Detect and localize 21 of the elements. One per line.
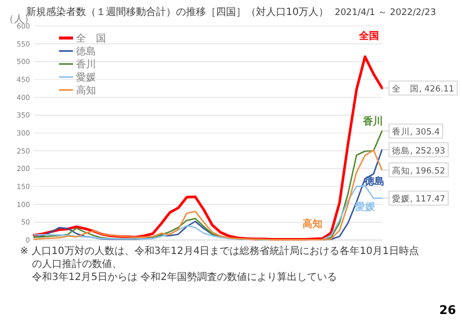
chart-subtitle: 2021/4/1 ～ 2022/2/23 xyxy=(334,8,436,18)
text: 令和3年12月5日からは 令和2年国勢調査の数値により算出している xyxy=(32,271,337,283)
text: 26 xyxy=(439,303,456,317)
text: 徳島, 252.93 xyxy=(392,145,446,156)
text: 高知, 196.52 xyxy=(392,165,446,176)
legend-label: 高知 xyxy=(76,84,96,96)
text: 全 国, 426.11 xyxy=(392,84,454,95)
legend-label: 香川 xyxy=(76,58,96,70)
text: ※ 人口10万対の人数は、令和3年12月4日までは総務省統計局における各年10月1日時点の人口推計の数値、 xyxy=(20,245,419,270)
annotation: 高知 xyxy=(302,218,322,230)
text: 香川, 305.4 xyxy=(392,126,440,138)
annotation: 香川 xyxy=(362,115,383,128)
annotation: 愛媛 xyxy=(354,201,375,214)
annotation: 徳島 xyxy=(363,175,384,188)
legend-label: 徳島 xyxy=(76,46,96,58)
legend-label: 愛媛 xyxy=(76,72,96,84)
annotation: 全国 xyxy=(358,30,380,42)
text: 愛媛, 117.47 xyxy=(392,194,446,205)
chart-title: 新規感染者数（１週間移動合計）の推移［四国］（対人口10万人） xyxy=(26,6,329,18)
line-series xyxy=(33,149,383,240)
legend-label: 全 国 xyxy=(76,32,106,44)
